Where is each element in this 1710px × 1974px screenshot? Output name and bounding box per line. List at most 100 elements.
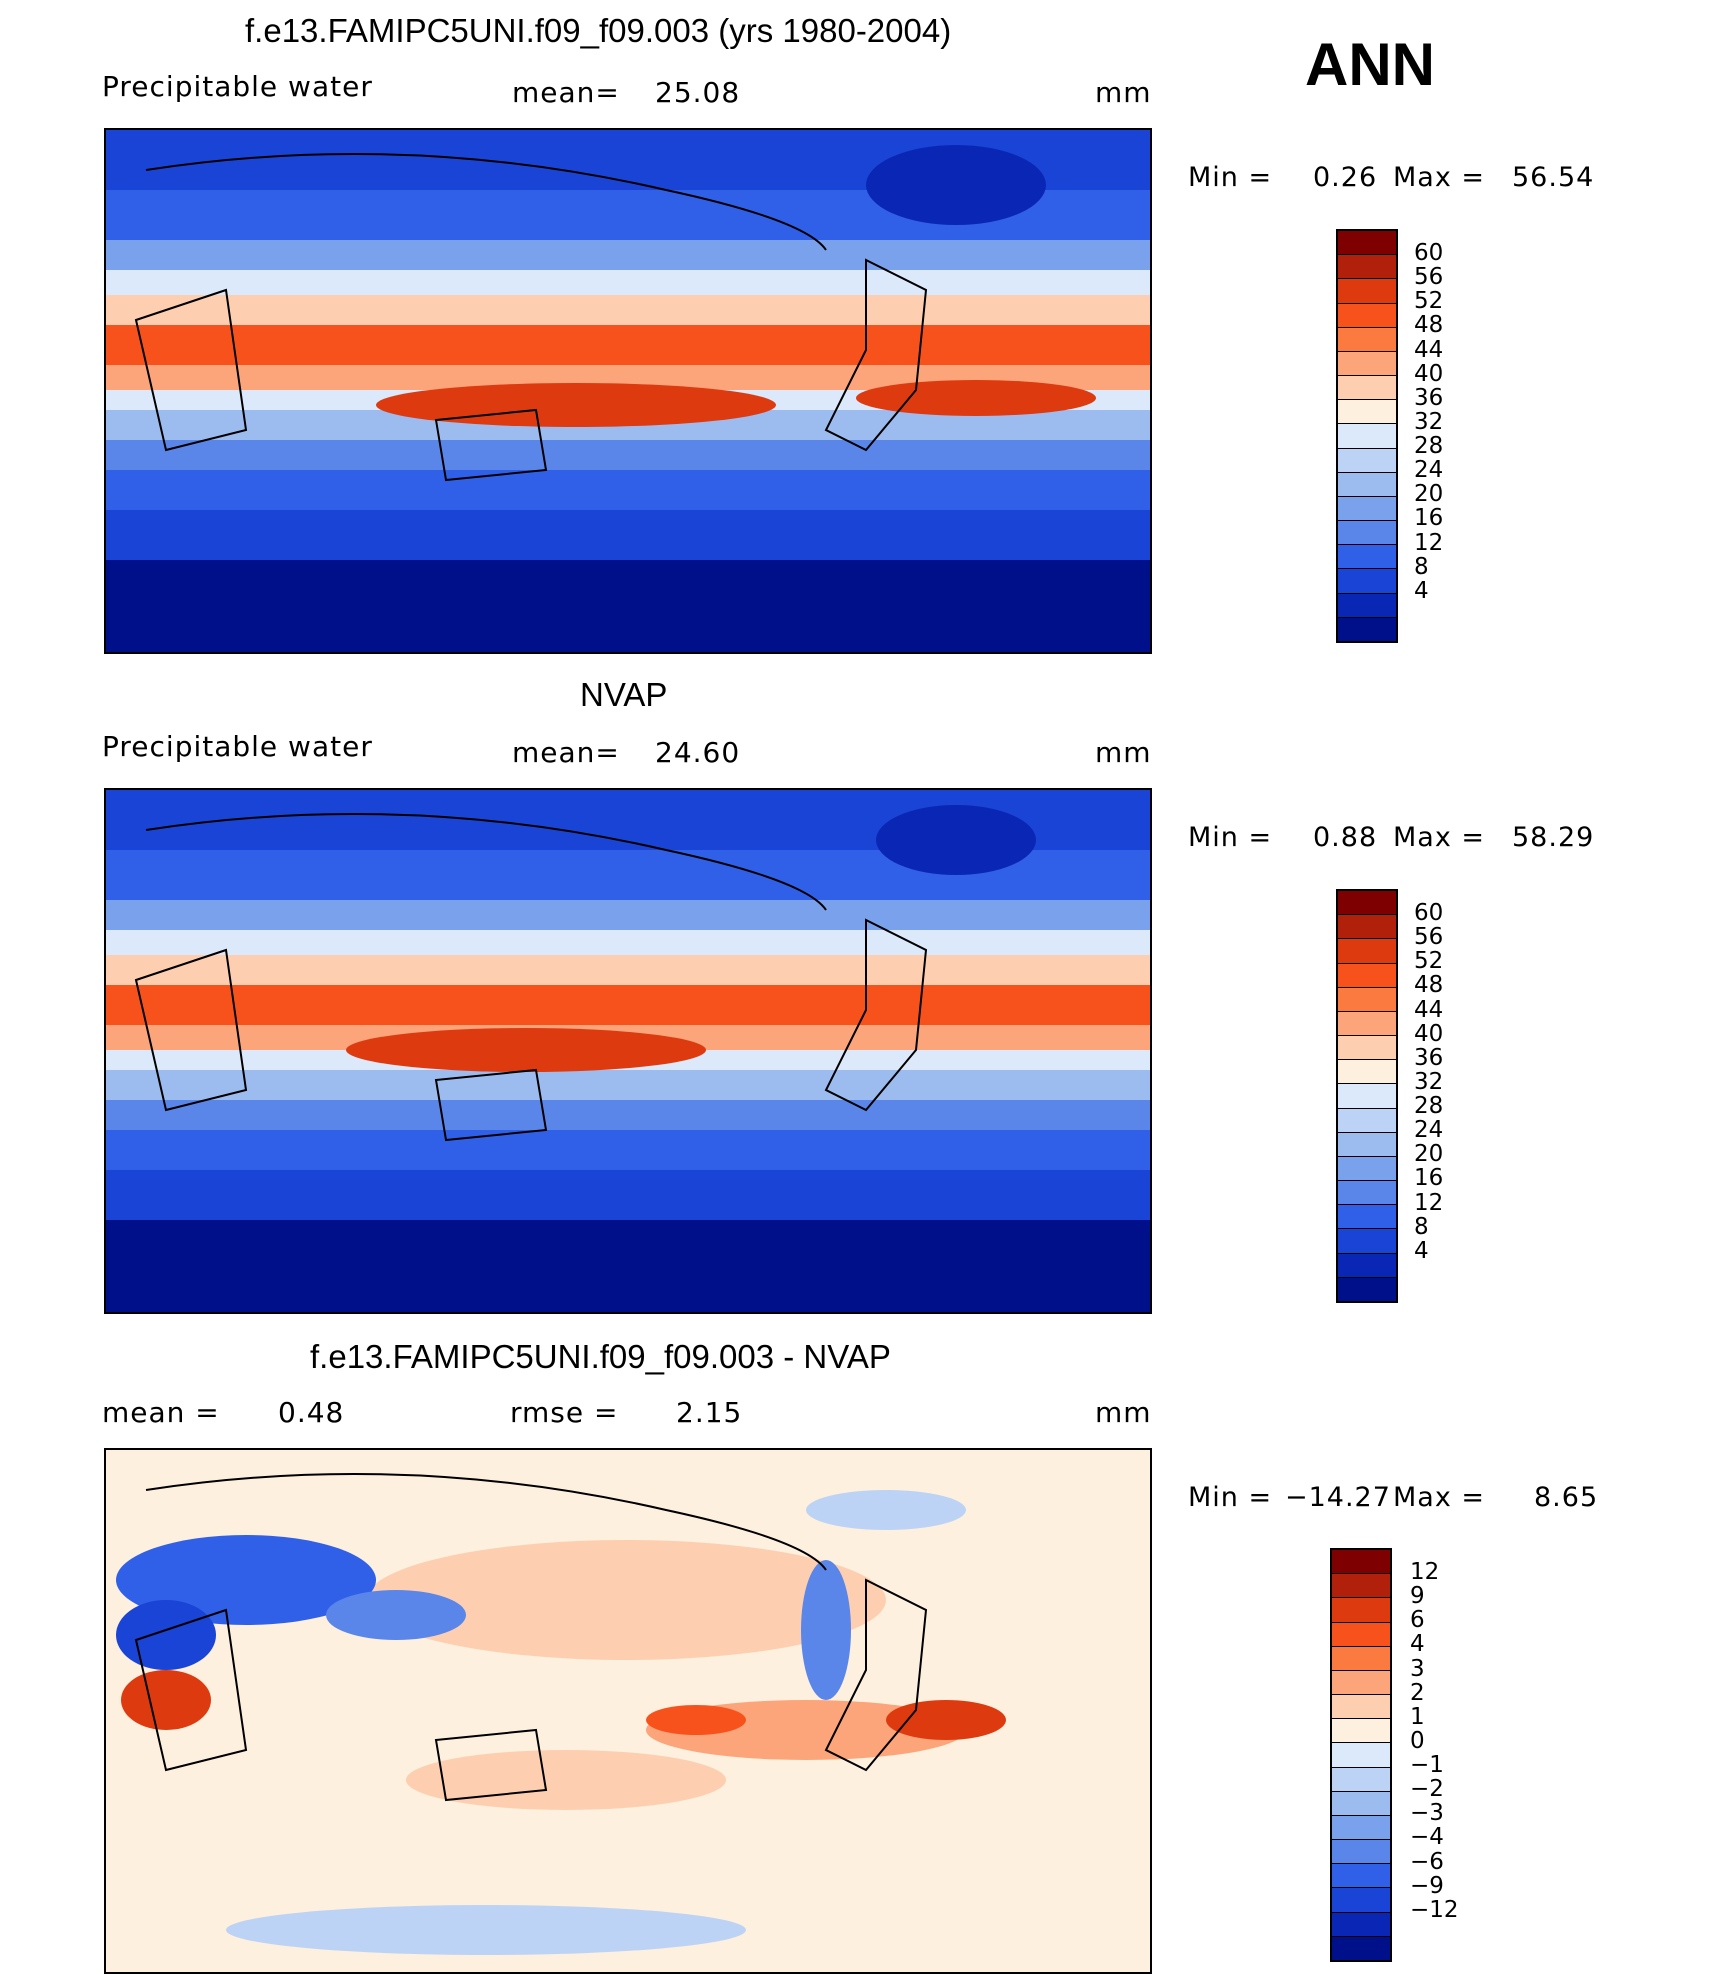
panel2-variable: Precipitable water [102, 730, 373, 763]
colorbar-tick-label: 32 [1414, 1068, 1444, 1095]
colorbar-swatch [1332, 1840, 1390, 1865]
colorbar-swatch [1338, 351, 1396, 377]
colorbar-tick-label: 24 [1414, 1117, 1444, 1144]
colorbar-swatch [1332, 1936, 1390, 1960]
colorbar-swatch [1332, 1888, 1390, 1913]
panel3-map [104, 1448, 1152, 1974]
colorbar-tick-label: 8 [1414, 553, 1429, 580]
panel2-map [104, 788, 1152, 1314]
colorbar-swatch [1338, 303, 1396, 328]
panel1-colorbar-labels: 60 56 52 48 44 40 36 32 28 24 20 16 12 8 4 [1414, 229, 1474, 643]
colorbar-tick-label: 52 [1414, 288, 1444, 315]
panel1-min-value: 0.26 [1313, 162, 1378, 193]
panel2-min-value: 0.88 [1313, 822, 1378, 853]
colorbar-tick-label: 1 [1410, 1703, 1425, 1730]
colorbar-tick-label: 44 [1414, 336, 1444, 363]
panel1-variable: Precipitable water [102, 70, 373, 103]
colorbar-swatch [1338, 939, 1396, 964]
colorbar-swatch [1338, 1108, 1396, 1133]
panel1-mean-value: 25.08 [655, 76, 741, 109]
panel1-units: mm [1095, 76, 1152, 109]
colorbar-swatch [1338, 545, 1396, 570]
colorbar-swatch [1338, 891, 1396, 916]
panel3-colorbar-labels: 12 9 6 4 3 2 1 0 −1 −2 −3 −4 −6 −9 −12 [1410, 1548, 1470, 1962]
colorbar-tick-label: 52 [1414, 948, 1444, 975]
colorbar-tick-label: 0 [1410, 1727, 1425, 1754]
season-label: ANN [1305, 31, 1435, 98]
panel2-map-field [106, 790, 1150, 1312]
colorbar-swatch [1338, 424, 1396, 449]
panel1-map-field [106, 130, 1150, 652]
colorbar-swatch [1338, 1253, 1396, 1278]
colorbar-tick-label: 56 [1414, 264, 1444, 291]
colorbar-swatch [1332, 1598, 1390, 1623]
colorbar-tick-label: 12 [1414, 529, 1444, 556]
panel1-title: f.e13.FAMIPC5UNI.f09_f09.003 (yrs 1980-2… [245, 12, 952, 49]
colorbar-swatch [1338, 521, 1396, 546]
colorbar-swatch [1332, 1864, 1390, 1889]
colorbar-tick-label: 8 [1414, 1213, 1429, 1240]
panel1-min-label: Min = [1188, 162, 1273, 193]
colorbar-swatch [1338, 569, 1396, 594]
colorbar-swatch [1332, 1767, 1390, 1792]
colorbar-tick-label: 20 [1414, 1141, 1444, 1168]
colorbar-tick-label: −4 [1410, 1824, 1444, 1851]
panel3-colorbar [1330, 1548, 1392, 1962]
colorbar-tick-label: −12 [1410, 1896, 1459, 1923]
colorbar-tick-label: 56 [1414, 924, 1444, 951]
colorbar-swatch [1338, 1156, 1396, 1182]
colorbar-tick-label: −6 [1410, 1848, 1444, 1875]
colorbar-tick-label: 4 [1414, 1237, 1429, 1264]
panel3-min-label: Min = [1188, 1482, 1273, 1513]
panel3-rmse-label: rmse = [510, 1396, 619, 1429]
colorbar-swatch [1338, 987, 1396, 1012]
panel2-units: mm [1095, 736, 1152, 769]
colorbar-tick-label: 6 [1410, 1607, 1425, 1634]
colorbar-swatch [1338, 472, 1396, 497]
panel2-title: NVAP [580, 676, 668, 713]
colorbar-tick-label: 40 [1414, 360, 1444, 387]
colorbar-swatch [1332, 1622, 1390, 1647]
colorbar-tick-label: 60 [1414, 240, 1444, 267]
colorbar-tick-label: 3 [1410, 1655, 1425, 1682]
panel2-mean-value: 24.60 [655, 736, 741, 769]
panel1-colorbar [1336, 229, 1398, 643]
colorbar-tick-label: 12 [1410, 1559, 1440, 1586]
colorbar-tick-label: 28 [1414, 433, 1444, 460]
panel3-mean-value: 0.48 [278, 1396, 345, 1429]
colorbar-swatch [1332, 1695, 1390, 1720]
colorbar-swatch [1338, 496, 1396, 522]
colorbar-tick-label: −3 [1410, 1800, 1444, 1827]
colorbar-tick-label: 4 [1410, 1631, 1425, 1658]
colorbar-swatch [1338, 279, 1396, 304]
colorbar-tick-label: −2 [1410, 1776, 1444, 1803]
colorbar-swatch [1338, 231, 1396, 256]
colorbar-swatch [1338, 1277, 1396, 1301]
colorbar-swatch [1338, 1132, 1396, 1157]
colorbar-swatch [1338, 1036, 1396, 1061]
colorbar-tick-label: 48 [1414, 312, 1444, 339]
colorbar-tick-label: 24 [1414, 457, 1444, 484]
panel3-map-field [106, 1450, 1150, 1972]
colorbar-swatch [1338, 1011, 1396, 1037]
colorbar-swatch [1332, 1670, 1390, 1696]
colorbar-swatch [1338, 1060, 1396, 1085]
colorbar-swatch [1332, 1791, 1390, 1816]
panel1-map [104, 128, 1152, 654]
panel2-mean-label: mean= [512, 736, 620, 769]
colorbar-swatch [1332, 1574, 1390, 1599]
colorbar-swatch [1332, 1550, 1390, 1575]
panel3-units: mm [1095, 1396, 1152, 1429]
colorbar-tick-label: 20 [1414, 481, 1444, 508]
panel3-title: f.e13.FAMIPC5UNI.f09_f09.003 - NVAP [310, 1338, 891, 1375]
panel2-colorbar-labels: 60 56 52 48 44 40 36 32 28 24 20 16 12 8 4 [1414, 889, 1474, 1303]
colorbar-swatch [1338, 327, 1396, 352]
colorbar-swatch [1338, 448, 1396, 473]
colorbar-tick-label: 60 [1414, 900, 1444, 927]
colorbar-swatch [1338, 963, 1396, 988]
panel3-mean-label: mean = [102, 1396, 220, 1429]
panel1-max-value: 56.54 [1512, 162, 1595, 193]
colorbar-swatch [1338, 617, 1396, 641]
colorbar-tick-label: 4 [1414, 577, 1429, 604]
colorbar-swatch [1338, 1181, 1396, 1206]
